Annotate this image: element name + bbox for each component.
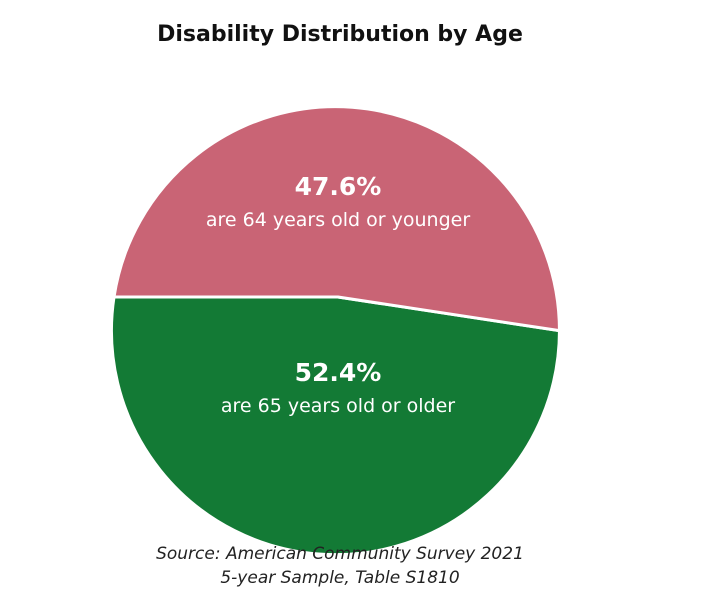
pie-slice-64-or-younger bbox=[112, 105, 561, 333]
slice-label-older: 52.4% are 65 years old or older bbox=[113, 358, 563, 417]
chart-title: Disability Distribution by Age bbox=[157, 22, 523, 47]
slice-percent: 52.4% bbox=[294, 358, 382, 387]
slice-description: are 64 years old or younger bbox=[205, 209, 471, 231]
slice-percent: 47.6% bbox=[294, 172, 382, 201]
slice-label-younger: 47.6% are 64 years old or younger bbox=[113, 172, 563, 231]
pie-slice-65-or-older bbox=[109, 295, 561, 557]
source-line: 5-year Sample, Table S1810 bbox=[220, 568, 460, 588]
source-line: Source: American Community Survey 2021 bbox=[156, 544, 524, 564]
slice-description: are 65 years old or older bbox=[220, 395, 456, 417]
source-note: Source: American Community Survey 2021 5… bbox=[0, 542, 680, 590]
